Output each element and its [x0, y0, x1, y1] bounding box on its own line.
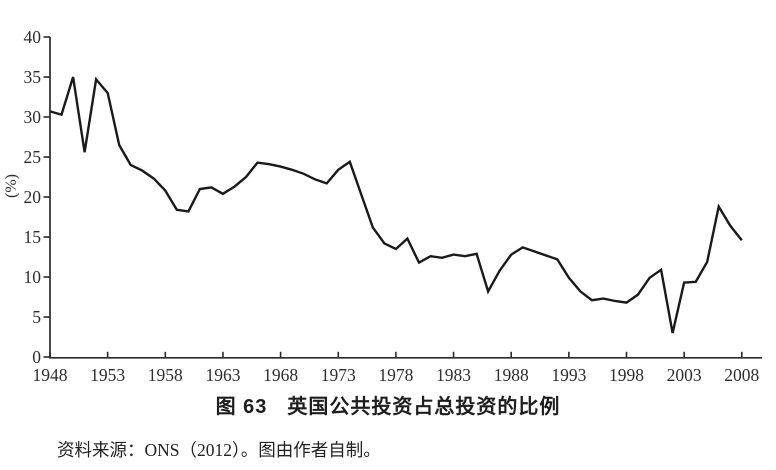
figure-caption: 图 63 英国公共投资占总投资的比例 [0, 390, 776, 419]
x-axis-tick-label: 2008 [724, 365, 759, 385]
y-axis-tick-label: 5 [32, 307, 41, 327]
x-axis-tick-label: 1958 [148, 365, 183, 385]
y-axis-tick-label: 40 [24, 27, 42, 47]
y-axis-tick-label: 20 [24, 187, 42, 207]
y-axis-unit-label: (%) [3, 174, 20, 198]
y-axis-tick-label: 0 [32, 347, 41, 367]
x-axis-tick-label: 1993 [551, 365, 586, 385]
figure-number: 图 63 [215, 396, 268, 418]
x-axis-tick-label: 1973 [321, 365, 356, 385]
x-axis-tick-label: 1948 [33, 365, 68, 385]
x-axis-tick-label: 1998 [609, 365, 644, 385]
axis-lines [49, 37, 762, 359]
x-axis-tick-label: 1983 [436, 365, 471, 385]
x-axis-tick-label: 1968 [263, 365, 298, 385]
x-axis-tick-label: 1963 [205, 365, 240, 385]
y-axis-tick-label: 30 [24, 107, 42, 127]
figure-title: 英国公共投资占总投资的比例 [287, 396, 561, 418]
x-axis-tick-label: 1978 [378, 365, 413, 385]
x-axis-tick-label: 1953 [90, 365, 125, 385]
x-axis-tick-label: 2003 [667, 365, 702, 385]
line-chart: 0 5 10 15 20 25 30 35 40 1948 1953 1958 1963 1968 1973… [3, 27, 762, 385]
y-axis-tick-label: 35 [24, 67, 42, 87]
source-note: 资料来源：ONS（2012）。图由作者自制。 [57, 440, 381, 460]
y-axis-tick-label: 25 [24, 147, 42, 167]
data-series-line [49, 76, 743, 334]
y-axis-tick-label: 15 [24, 227, 42, 247]
y-axis-tick-label: 10 [24, 267, 42, 287]
x-axis-tick-label: 1988 [494, 365, 529, 385]
